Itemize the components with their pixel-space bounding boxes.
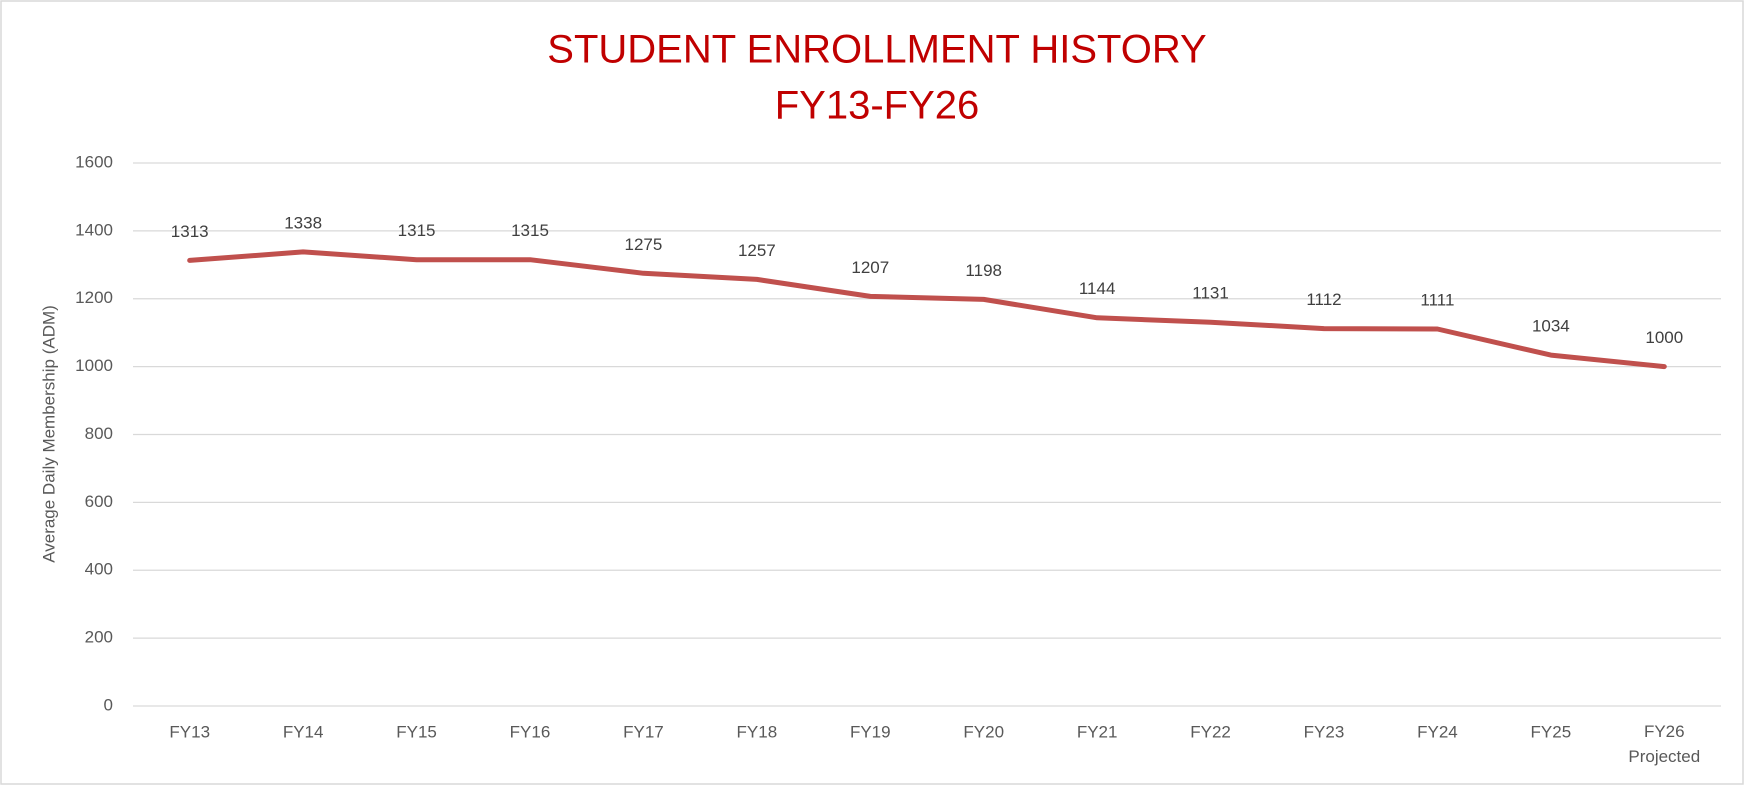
y-tick-label: 400 — [85, 560, 113, 579]
data-label: 1315 — [398, 221, 436, 240]
line-series — [187, 249, 1667, 370]
data-label: 1112 — [1306, 290, 1341, 309]
x-tick-label: FY20 — [963, 722, 1004, 741]
x-tick-label: FY22 — [1190, 722, 1231, 741]
x-tick-label: FY14 — [283, 722, 324, 741]
x-tick-label: FY17 — [623, 722, 664, 741]
x-tick-label: FY21 — [1077, 722, 1118, 741]
data-label: 1207 — [851, 258, 889, 277]
data-label: 1315 — [511, 221, 549, 240]
y-tick-label: 1400 — [75, 220, 113, 239]
x-tick-label: FY26 Projected — [1628, 722, 1700, 766]
x-tick-label: FY19 — [850, 722, 891, 741]
y-tick-label: 1200 — [75, 288, 113, 307]
data-label: 1257 — [738, 241, 776, 260]
data-label: 1275 — [625, 235, 663, 254]
x-tick-label: FY24 — [1417, 722, 1458, 741]
data-label: 1313 — [171, 222, 209, 241]
x-tick-label: FY25 — [1531, 722, 1572, 741]
data-label: 1338 — [284, 213, 322, 232]
data-label: 1111 — [1420, 290, 1454, 309]
x-tick-label: FY15 — [396, 722, 437, 741]
chart-subtitle: FY13-FY26 — [775, 84, 980, 128]
x-tick-label: FY18 — [737, 722, 778, 741]
y-tick-label: 600 — [85, 492, 113, 511]
chart-title: STUDENT ENROLLMENT HISTORY — [547, 28, 1206, 72]
y-tick-label: 0 — [104, 695, 113, 714]
data-label: 1000 — [1645, 328, 1683, 347]
data-label: 1144 — [1079, 279, 1116, 298]
y-tick-label: 1600 — [75, 152, 113, 171]
y-tick-label: 800 — [85, 424, 113, 443]
x-tick-label: FY16 — [510, 722, 551, 741]
data-label: 1131 — [1192, 284, 1229, 303]
x-tick-label: FY13 — [169, 722, 210, 741]
data-label: 1034 — [1532, 317, 1570, 336]
y-tick-label: 1000 — [75, 356, 113, 375]
y-tick-label: 200 — [85, 628, 113, 647]
x-tick-label: FY23 — [1304, 722, 1345, 741]
data-label: 1198 — [965, 261, 1002, 280]
y-axis-label: Average Daily Membership (ADM) — [39, 305, 58, 563]
